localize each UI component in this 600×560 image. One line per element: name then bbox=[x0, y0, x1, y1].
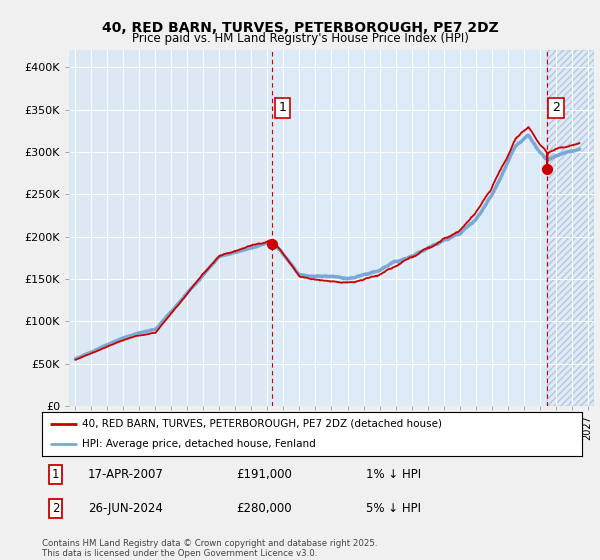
Text: 2: 2 bbox=[552, 101, 560, 114]
Text: £280,000: £280,000 bbox=[236, 502, 292, 515]
Text: 40, RED BARN, TURVES, PETERBOROUGH, PE7 2DZ (detached house): 40, RED BARN, TURVES, PETERBOROUGH, PE7 … bbox=[83, 419, 443, 429]
Text: Contains HM Land Registry data © Crown copyright and database right 2025.
This d: Contains HM Land Registry data © Crown c… bbox=[42, 539, 377, 558]
Text: 40, RED BARN, TURVES, PETERBOROUGH, PE7 2DZ: 40, RED BARN, TURVES, PETERBOROUGH, PE7 … bbox=[101, 21, 499, 35]
Text: 1: 1 bbox=[52, 468, 59, 481]
Text: 1% ↓ HPI: 1% ↓ HPI bbox=[366, 468, 421, 481]
Text: 5% ↓ HPI: 5% ↓ HPI bbox=[366, 502, 421, 515]
Bar bbox=[272, 50, 547, 406]
Text: 17-APR-2007: 17-APR-2007 bbox=[88, 468, 164, 481]
Text: HPI: Average price, detached house, Fenland: HPI: Average price, detached house, Fenl… bbox=[83, 439, 316, 449]
Text: 2: 2 bbox=[52, 502, 59, 515]
Text: 1: 1 bbox=[278, 101, 287, 114]
Text: £191,000: £191,000 bbox=[236, 468, 292, 481]
Bar bbox=[547, 50, 594, 406]
Text: 26-JUN-2024: 26-JUN-2024 bbox=[88, 502, 163, 515]
Text: Price paid vs. HM Land Registry's House Price Index (HPI): Price paid vs. HM Land Registry's House … bbox=[131, 32, 469, 45]
